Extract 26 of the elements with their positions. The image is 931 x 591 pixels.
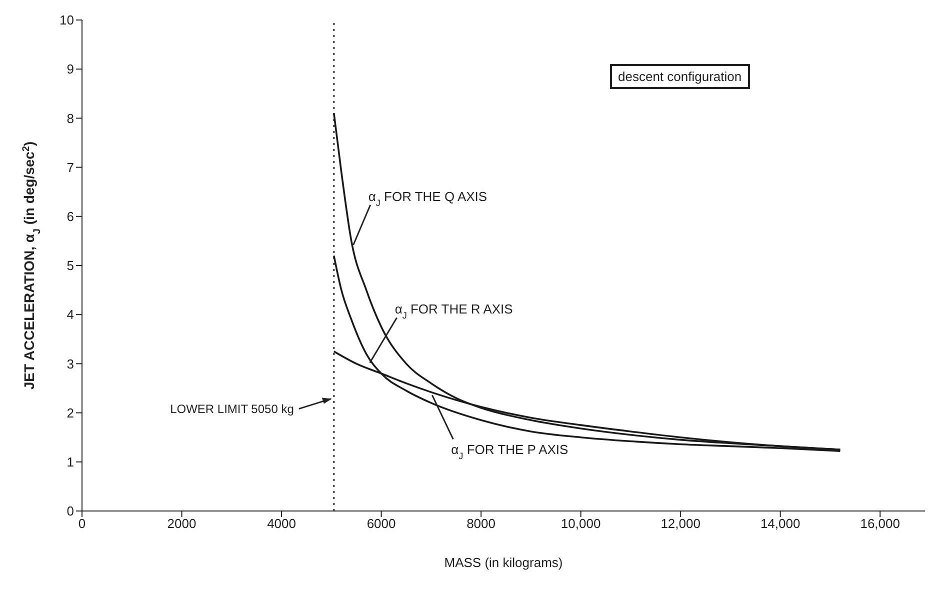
y-tick-label: 5 — [66, 258, 74, 274]
annotation: descent configuration — [610, 64, 750, 89]
x-tick-label: 14,000 — [760, 516, 800, 532]
annotation: α$_{J}$ FOR THE R AXIS — [394, 302, 514, 321]
y-tick-label: 9 — [66, 62, 74, 77]
y-tick-label: 3 — [66, 356, 74, 372]
y-tick-label: 7 — [66, 160, 74, 175]
y-tick-label: 6 — [66, 209, 74, 224]
x-tick-label: 16,000 — [860, 516, 900, 532]
x-tick-label: 10,000 — [560, 516, 601, 532]
y-tick-label: 10 — [60, 12, 74, 28]
y-tick-label: 0 — [66, 504, 74, 519]
y-tick-label: 2 — [66, 405, 74, 420]
y-tick-label: 1 — [66, 454, 74, 470]
annotation: α$_{J}$ FOR THE Q AXIS — [368, 188, 488, 208]
y-tick-label: 4 — [66, 307, 74, 322]
ref-line-label: LOWER LIMIT 5050 kg — [170, 402, 294, 416]
y-tick-label: 8 — [66, 110, 74, 126]
x-axis-title: MASS (in kilograms) — [444, 555, 563, 570]
x-tick-label: 0 — [78, 516, 86, 532]
x-tick-label: 4000 — [267, 516, 296, 532]
x-tick-label: 2000 — [167, 516, 196, 532]
x-tick-label: 6000 — [366, 516, 396, 532]
annotation: α$_{J}$ FOR THE P AXIS — [451, 442, 569, 462]
x-tick-label: 8000 — [466, 516, 496, 532]
x-tick-label: 12,000 — [660, 516, 700, 532]
